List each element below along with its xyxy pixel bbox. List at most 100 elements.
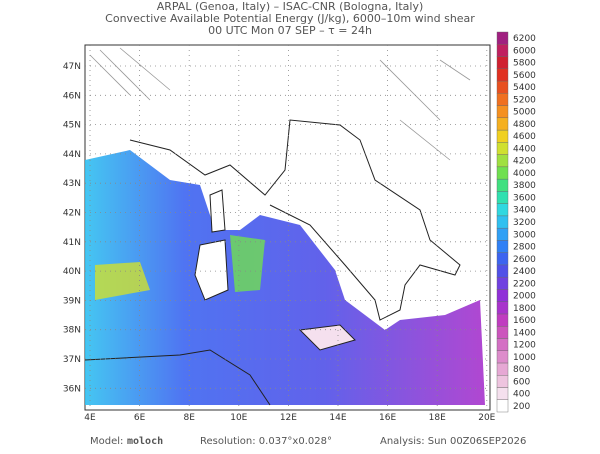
lat-label: 36N xyxy=(63,384,81,394)
colorbar-label: 6200 xyxy=(513,34,536,44)
colorbar-label: 4600 xyxy=(513,132,536,142)
colorbar-label: 5200 xyxy=(513,95,536,105)
lat-label: 40N xyxy=(63,267,81,277)
colorbar-label: 3400 xyxy=(513,206,536,216)
colorbar-label: 3800 xyxy=(513,181,536,191)
colorbar-label: 4800 xyxy=(513,120,536,130)
colorbar-cell xyxy=(496,301,509,315)
lon-label: 20E xyxy=(478,413,495,423)
colorbar-label: 1800 xyxy=(513,304,536,314)
colorbar-label: 600 xyxy=(513,377,530,387)
colorbar-label: 1000 xyxy=(513,353,536,363)
colorbar-cell xyxy=(496,154,509,168)
colorbar-label: 400 xyxy=(513,390,530,400)
colorbar-cell xyxy=(496,105,509,119)
colorbar-cell xyxy=(496,325,509,339)
lon-label: 16E xyxy=(379,413,396,423)
colorbar-cell xyxy=(496,215,509,229)
colorbar-cell xyxy=(496,240,509,253)
footer-label: Model: xyxy=(90,436,123,447)
colorbar-cell xyxy=(496,117,509,131)
cape-max xyxy=(95,262,150,300)
colorbar-cell xyxy=(496,56,509,69)
colorbar-cell xyxy=(496,227,509,241)
graticule xyxy=(85,45,490,410)
colorbar-cell xyxy=(496,191,509,204)
corsica xyxy=(209,189,226,233)
colorbar-label: 5400 xyxy=(513,83,536,93)
sea-field xyxy=(85,150,485,405)
lon-label: 6E xyxy=(134,413,146,423)
colorbar-cell xyxy=(496,44,509,57)
colorbar-cell xyxy=(496,338,509,351)
lon-label: 12E xyxy=(280,413,297,423)
lon-label: 14E xyxy=(329,413,346,423)
coastline xyxy=(84,349,271,406)
colorbar-cell xyxy=(496,362,509,376)
colorbar-label: 2600 xyxy=(513,255,536,265)
colorbar-label: 1600 xyxy=(513,316,536,326)
lon-label: 8E xyxy=(183,413,195,423)
lat-label: 45N xyxy=(63,121,81,131)
colorbar-cell xyxy=(496,203,509,217)
colorbar-cell xyxy=(496,399,509,413)
colorbar-cell xyxy=(496,68,509,82)
lat-label: 37N xyxy=(63,355,81,365)
colorbar-cell xyxy=(496,129,509,143)
header-line: 00 UTC Mon 07 SEP – τ = 24h xyxy=(208,24,372,37)
colorbar-cell xyxy=(496,80,509,94)
colorbar-label: 2200 xyxy=(513,279,536,289)
sicily xyxy=(298,324,356,351)
colorbar-label: 2800 xyxy=(513,243,536,253)
colorbar-label: 5000 xyxy=(513,108,536,118)
colorbar-cell xyxy=(496,313,509,327)
header-line: ARPAL (Genoa, Italy) – ISAC-CNR (Bologna… xyxy=(157,0,424,13)
lat-label: 41N xyxy=(63,238,81,248)
colorbar-cell xyxy=(496,375,509,388)
colorbar-label: 6000 xyxy=(513,46,536,56)
colorbar-label: 2400 xyxy=(513,267,536,277)
cape-max xyxy=(230,235,265,292)
colorbar-label: 800 xyxy=(513,365,530,375)
colorbar-cell xyxy=(496,289,509,302)
wind-barbs xyxy=(89,47,471,161)
lat-label: 39N xyxy=(63,296,81,306)
colorbar-label: 1200 xyxy=(513,341,536,351)
colorbar-label: 4000 xyxy=(513,169,536,179)
colorbar-cell xyxy=(496,166,509,180)
colorbar-cell xyxy=(496,387,509,400)
sardinia xyxy=(194,239,229,301)
colorbar-cell xyxy=(496,178,509,192)
map xyxy=(84,44,491,411)
colorbar-label: 4200 xyxy=(513,157,536,167)
lat-label: 42N xyxy=(63,209,81,219)
lat-label: 47N xyxy=(63,62,81,72)
colorbar-label: 1400 xyxy=(513,328,536,338)
colorbar-cell xyxy=(496,252,509,266)
lon-label: 10E xyxy=(230,413,247,423)
lat-label: 38N xyxy=(63,326,81,336)
lat-label: 46N xyxy=(63,91,81,101)
colorbar-cell xyxy=(496,93,509,106)
coastline xyxy=(129,119,461,321)
colorbar-label: 3600 xyxy=(513,193,536,203)
footer-analysis: Analysis: Sun 00Z06SEP2026 xyxy=(380,436,526,447)
colorbar-label: 2000 xyxy=(513,292,536,302)
colorbar-cell xyxy=(496,276,509,290)
lat-label: 44N xyxy=(63,150,81,160)
colorbar-cell xyxy=(496,142,509,155)
colorbar-cell xyxy=(496,264,509,278)
lat-label: 43N xyxy=(63,179,81,189)
footer-model: moloch xyxy=(127,436,163,447)
lon-label: 18E xyxy=(429,413,446,423)
colorbar-label: 3200 xyxy=(513,218,536,228)
colorbar-cell xyxy=(496,31,509,45)
colorbar-cell xyxy=(496,350,509,364)
colorbar-label: 200 xyxy=(513,402,530,412)
colorbar-label: 4400 xyxy=(513,144,536,154)
footer-resolution: Resolution: 0.037°x0.028° xyxy=(200,436,332,447)
lon-label: 4E xyxy=(84,413,96,423)
colorbar-label: 5800 xyxy=(513,59,536,69)
colorbar-label: 3000 xyxy=(513,230,536,240)
